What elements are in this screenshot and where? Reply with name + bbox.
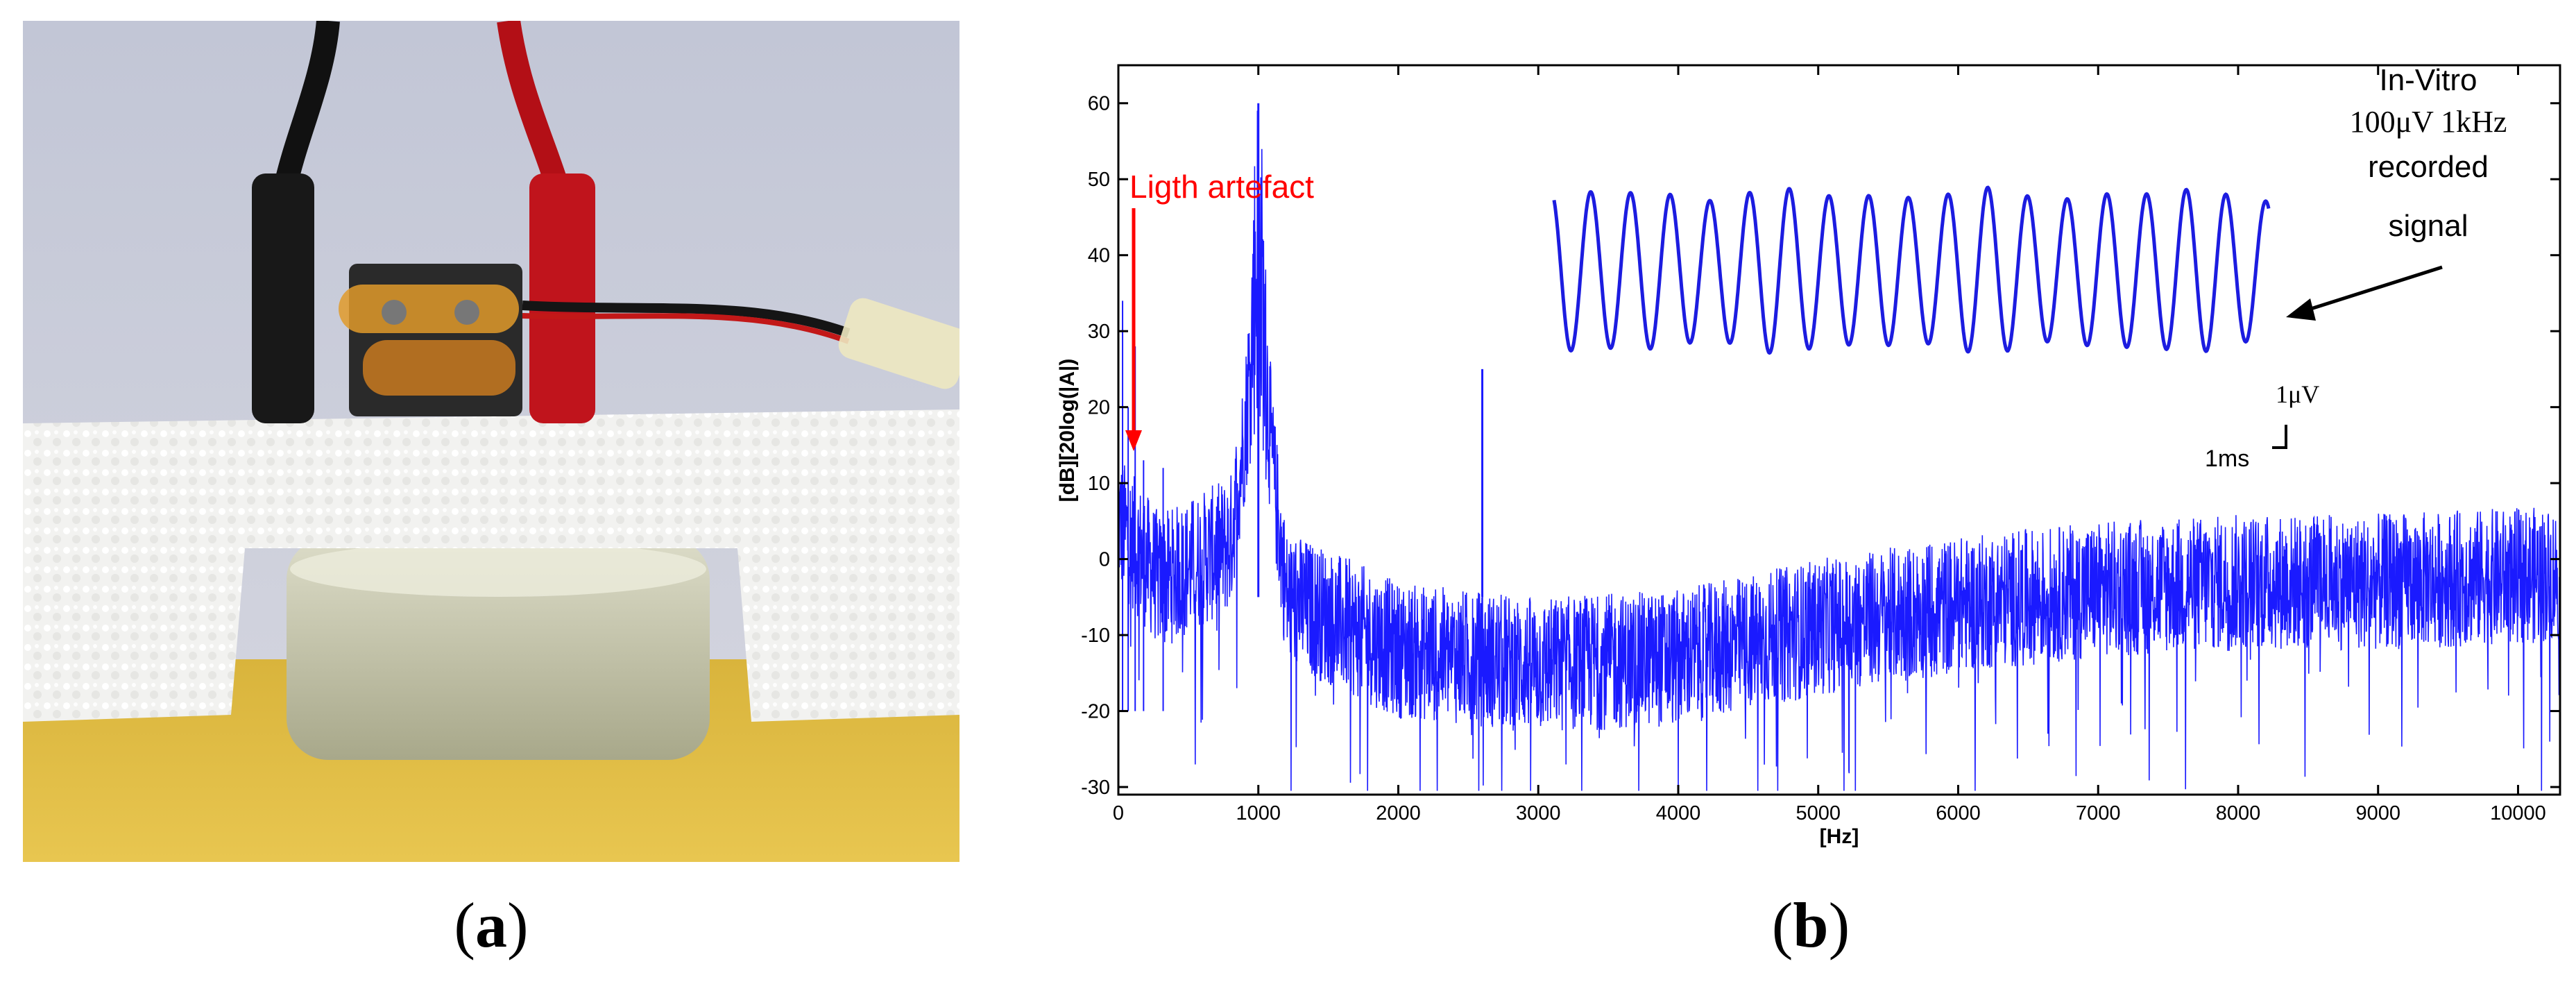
x-tick-label: 2000: [1376, 802, 1421, 824]
x-tick-label: 6000: [1936, 802, 1981, 824]
photo-illustration: [23, 21, 959, 862]
inset-scalebar: 1μV 1ms: [2205, 380, 2319, 472]
connector: [838, 298, 959, 389]
x-axis-title: [Hz]: [1820, 825, 1859, 848]
plot-frame: [1117, 64, 2561, 796]
x-tick-label: 10000: [2490, 802, 2546, 824]
spectrum-series: [1118, 103, 2560, 791]
artifact-arrow-head: [1125, 430, 1142, 451]
x-tick-label: 1000: [1236, 802, 1281, 824]
panel-label-a: (a): [454, 890, 529, 960]
x-tick-label: 3000: [1516, 802, 1561, 824]
inset-title-line3: recorded: [2368, 150, 2489, 184]
y-axis-title: [dB][20log(|A|): [1056, 359, 1079, 502]
inset-title-line2: 100μV 1kHz: [2350, 105, 2507, 139]
inset-title-line4: signal: [2389, 209, 2468, 243]
petri-dish: [287, 538, 710, 760]
scalebar-x-label: 1ms: [2205, 446, 2249, 472]
y-tick-label: -20: [1081, 701, 1110, 723]
inset-signal-line: [1552, 185, 2271, 355]
red-probe: [529, 173, 595, 423]
artifact-annotation: Ligth artefact: [1125, 169, 1314, 451]
artifact-label: Ligth artefact: [1129, 169, 1314, 205]
y-tick-label: 40: [1088, 245, 1110, 267]
x-tick-label: 7000: [2076, 802, 2121, 824]
y-tick-label: 30: [1088, 321, 1110, 343]
y-tick-label: 20: [1088, 397, 1110, 419]
panel-label-b: (b): [1771, 890, 1850, 960]
spectrum-line: [1118, 110, 2560, 791]
x-tick-label: 9000: [2355, 802, 2400, 824]
x-axis: 0 1000 2000 3000 4000 5000 6000 7000 8000 9000 100…: [1113, 65, 2546, 824]
y-axis: -30 -20 -10 0 10 20 30 40 50 60: [1081, 93, 2560, 799]
in-vitro-setup-photo: [23, 21, 959, 862]
y-tick-label: -10: [1081, 625, 1110, 647]
y-tick-label: -30: [1081, 777, 1110, 799]
inset-time-signal: [1552, 185, 2271, 355]
y-tick-label: 50: [1088, 169, 1110, 191]
x-tick-label: 5000: [1795, 802, 1841, 824]
inset-pointer-arrow: [2286, 265, 2443, 321]
y-tick-label: 10: [1088, 473, 1110, 495]
x-tick-label: 8000: [2216, 802, 2261, 824]
y-tick-label: 0: [1099, 549, 1110, 571]
black-probe: [252, 173, 314, 423]
y-tick-label: 60: [1088, 93, 1110, 115]
x-tick-label: 0: [1113, 802, 1124, 824]
inset-title-line1: In-Vitro: [2379, 63, 2477, 97]
foam-block: [23, 409, 959, 722]
x-tick-label: 4000: [1656, 802, 1701, 824]
inset-title: In-Vitro 100μV 1kHz recorded signal: [2350, 63, 2507, 243]
scalebar-y-label: 1μV: [2276, 380, 2319, 408]
